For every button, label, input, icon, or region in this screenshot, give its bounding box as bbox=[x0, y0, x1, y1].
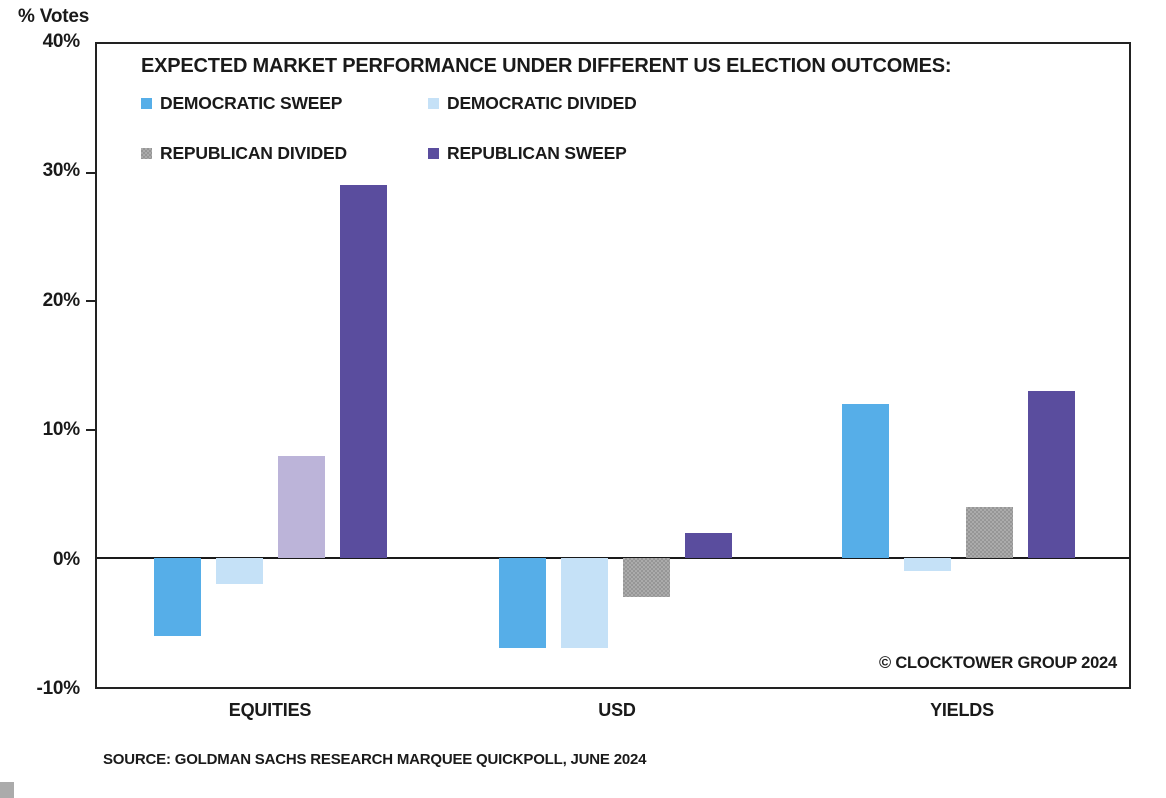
corner-square-decoration bbox=[0, 782, 14, 798]
tick-mark-20 bbox=[86, 300, 95, 303]
bar-equities-democratic-sweep bbox=[153, 558, 202, 636]
zero-baseline bbox=[97, 557, 1129, 560]
tick-mark-10 bbox=[86, 428, 95, 431]
copyright-note: © CLOCKTOWER GROUP 2024 bbox=[879, 654, 1117, 672]
legend-item-republican-sweep: REPUBLICAN SWEEP bbox=[428, 143, 637, 164]
y-tick-40: 40% bbox=[42, 31, 81, 52]
bar-usd-democratic-divided bbox=[560, 558, 609, 649]
bar-group-usd bbox=[498, 44, 733, 687]
tick-mark-30 bbox=[86, 171, 95, 174]
y-tick-neg10: -10% bbox=[36, 678, 80, 699]
y-tick-0: 0% bbox=[52, 549, 80, 570]
legend-swatch-democratic-divided bbox=[428, 98, 439, 109]
category-label-yields: YIELDS bbox=[930, 700, 994, 720]
y-tick-20: 20% bbox=[42, 290, 81, 311]
bar-yields-republican-sweep bbox=[1027, 391, 1076, 559]
bar-equities-republican-sweep bbox=[339, 185, 388, 559]
bar-usd-democratic-sweep bbox=[498, 558, 547, 649]
legend-swatch-republican-divided bbox=[141, 148, 152, 159]
bar-usd-republican-divided bbox=[622, 558, 671, 597]
legend-item-republican-divided: REPUBLICAN DIVIDED bbox=[141, 143, 428, 164]
bar-group-yields bbox=[841, 44, 1076, 687]
bar-equities-republican-divided bbox=[277, 455, 326, 559]
y-tick-10: 10% bbox=[42, 419, 81, 440]
bar-yields-republican-divided bbox=[965, 506, 1014, 559]
legend-swatch-democratic-sweep bbox=[141, 98, 152, 109]
plot-area: EXPECTED MARKET PERFORMANCE UNDER DIFFER… bbox=[86, 42, 1131, 689]
y-axis-unit-label: % Votes bbox=[18, 6, 90, 27]
bar-yields-democratic-sweep bbox=[841, 404, 890, 559]
legend-item-democratic-sweep: DEMOCRATIC SWEEP bbox=[141, 93, 428, 114]
legend-swatch-republican-sweep bbox=[428, 148, 439, 159]
category-label-equities: EQUITIES bbox=[228, 700, 312, 720]
bar-equities-democratic-divided bbox=[215, 558, 264, 585]
y-tick-30: 30% bbox=[42, 160, 81, 181]
legend-label: REPUBLICAN DIVIDED bbox=[160, 143, 347, 163]
legend: DEMOCRATIC SWEEP DEMOCRATIC DIVIDED REPUBL… bbox=[141, 93, 637, 164]
legend-item-democratic-divided: DEMOCRATIC DIVIDED bbox=[428, 93, 637, 114]
legend-label: DEMOCRATIC DIVIDED bbox=[447, 93, 637, 113]
legend-label: REPUBLICAN SWEEP bbox=[447, 143, 627, 163]
category-label-usd: USD bbox=[598, 700, 636, 720]
source-note: SOURCE: GOLDMAN SACHS RESEARCH MARQUEE Q… bbox=[103, 751, 647, 768]
chart-title: EXPECTED MARKET PERFORMANCE UNDER DIFFER… bbox=[141, 55, 952, 77]
bar-usd-republican-sweep bbox=[684, 532, 733, 559]
bar-yields-democratic-divided bbox=[903, 558, 952, 572]
legend-label: DEMOCRATIC SWEEP bbox=[160, 93, 343, 113]
bar-group-equities bbox=[153, 44, 388, 687]
